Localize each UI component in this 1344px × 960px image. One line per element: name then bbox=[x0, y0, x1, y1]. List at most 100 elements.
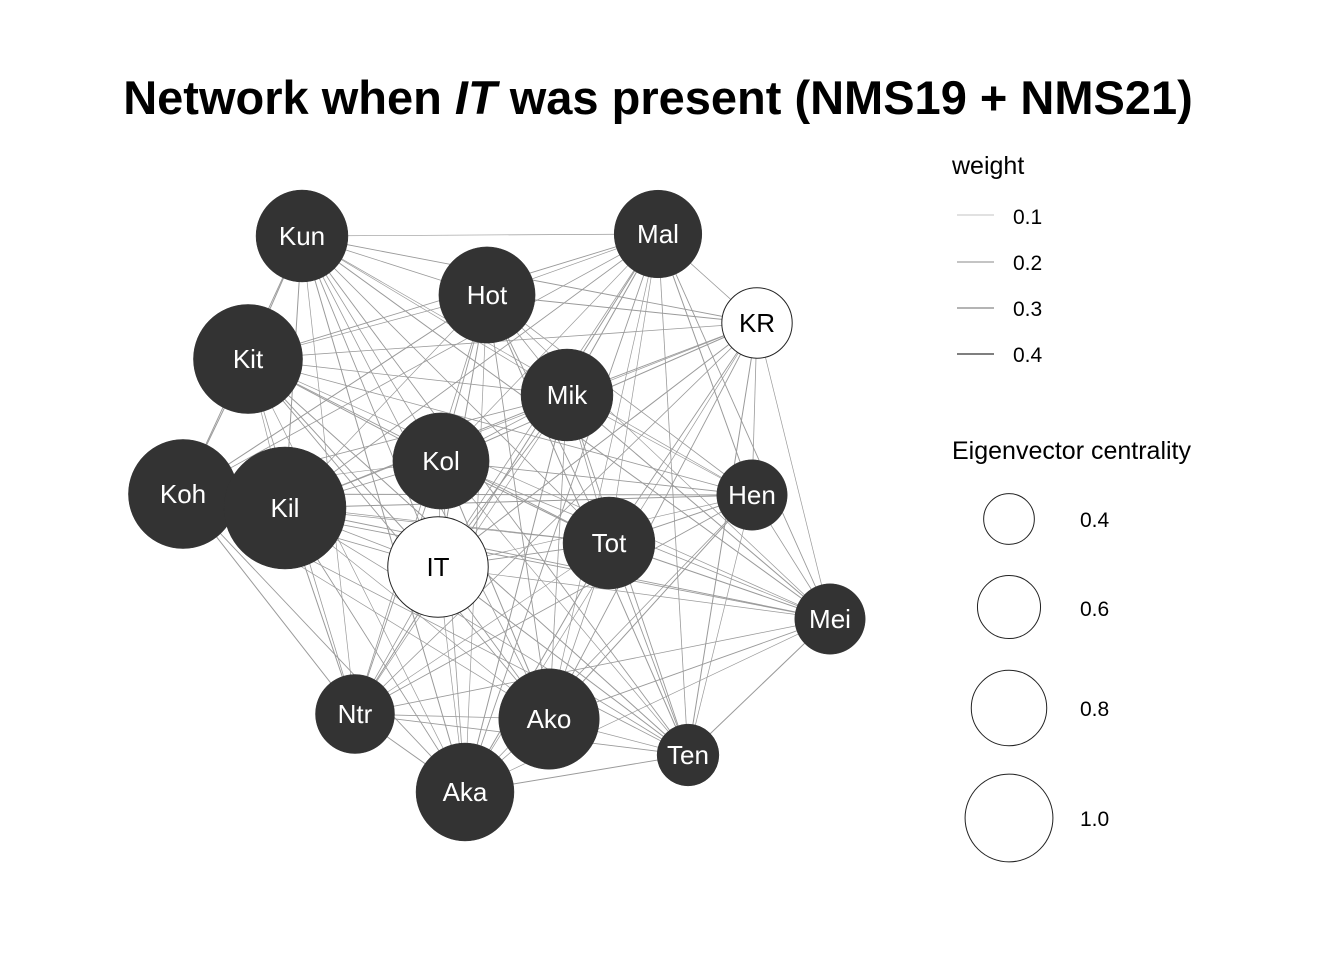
edge-mal-tot bbox=[608, 233, 659, 544]
edge-kr-ako bbox=[548, 322, 758, 720]
centrality-legend-key bbox=[983, 493, 1035, 545]
node-label: Ten bbox=[667, 740, 709, 770]
centrality-legend-label: 0.8 bbox=[1080, 698, 1110, 721]
weight-legend-label: 0.1 bbox=[1013, 206, 1043, 229]
centrality-legend-label: 1.0 bbox=[1080, 808, 1110, 831]
centrality-legend-label: 0.4 bbox=[1080, 509, 1110, 532]
node-circle bbox=[223, 446, 347, 570]
node-circle bbox=[255, 189, 349, 283]
node-circle bbox=[415, 742, 515, 842]
edge-mal-mei bbox=[657, 233, 831, 620]
node-hen[interactable]: Hen bbox=[716, 459, 788, 531]
edge-kun-tot bbox=[301, 235, 610, 544]
edge-kun-it bbox=[301, 235, 439, 568]
edge-kit-aka bbox=[247, 358, 466, 793]
edge-hen-ten bbox=[687, 494, 753, 756]
title-text: Network when bbox=[123, 71, 455, 124]
node-label: Ako bbox=[527, 704, 572, 734]
node-circle bbox=[392, 412, 490, 510]
node-circle bbox=[315, 674, 395, 754]
edge-mal-koh bbox=[182, 233, 659, 495]
node-label: Aka bbox=[443, 777, 488, 807]
centrality-legend-label: 0.6 bbox=[1080, 598, 1110, 621]
node-kun[interactable]: Kun bbox=[255, 189, 349, 283]
node-mik[interactable]: Mik bbox=[520, 348, 614, 442]
node-label: Hot bbox=[467, 280, 508, 310]
node-label: Kol bbox=[422, 446, 460, 476]
node-label: Mik bbox=[547, 380, 588, 410]
node-label: Hen bbox=[728, 480, 776, 510]
node-ten[interactable]: Ten bbox=[656, 723, 720, 787]
weight-legend-label: 0.2 bbox=[1013, 252, 1043, 275]
node-hot[interactable]: Hot bbox=[438, 246, 536, 344]
weight-legend-label: 0.3 bbox=[1013, 298, 1043, 321]
node-circle bbox=[721, 287, 793, 359]
node-koh[interactable]: Koh bbox=[128, 439, 238, 549]
edge-it-ten bbox=[437, 566, 689, 756]
centrality-legend-key bbox=[976, 574, 1042, 640]
edge-kr-kil bbox=[284, 322, 758, 509]
edge-mal-ntr bbox=[354, 233, 659, 715]
node-it[interactable]: IT bbox=[387, 516, 489, 618]
node-circle bbox=[438, 246, 536, 344]
node-label: IT bbox=[426, 552, 449, 582]
node-ntr[interactable]: Ntr bbox=[315, 674, 395, 754]
edge-kil-ten bbox=[284, 507, 689, 756]
edge-kit-hen bbox=[247, 358, 753, 496]
edge-kr-ntr bbox=[354, 322, 758, 715]
edge-mal-kil bbox=[284, 233, 659, 509]
node-mei[interactable]: Mei bbox=[794, 583, 866, 655]
centrality-legend-key bbox=[970, 669, 1048, 747]
edge-mal-ako bbox=[548, 233, 659, 720]
node-kol[interactable]: Kol bbox=[392, 412, 490, 510]
node-label: Kil bbox=[271, 493, 300, 523]
weight-legend-label: 0.4 bbox=[1013, 344, 1043, 367]
edge-kr-it bbox=[437, 322, 758, 568]
node-kil[interactable]: Kil bbox=[223, 446, 347, 570]
node-label: Tot bbox=[592, 528, 627, 558]
edge-mik-aka bbox=[464, 394, 568, 793]
node-label: Mei bbox=[809, 604, 851, 634]
node-kit[interactable]: Kit bbox=[193, 304, 303, 414]
centrality-legend-key bbox=[964, 773, 1054, 863]
centrality-legend-keys bbox=[964, 493, 1054, 863]
node-kr[interactable]: KR bbox=[721, 287, 793, 359]
edge-koh-aka bbox=[182, 493, 466, 793]
node-label: Mal bbox=[637, 219, 679, 249]
node-mal[interactable]: Mal bbox=[613, 189, 703, 279]
edge-kil-mei bbox=[284, 507, 831, 620]
edge-kil-hen bbox=[284, 494, 753, 509]
node-label: Kun bbox=[279, 221, 325, 251]
weight-legend-title: weight bbox=[952, 152, 1025, 180]
node-aka[interactable]: Aka bbox=[415, 742, 515, 842]
title-text-suffix: was present (NMS19 + NMS21) bbox=[496, 71, 1193, 124]
edge-hot-mei bbox=[486, 294, 831, 620]
node-circle bbox=[716, 459, 788, 531]
edge-kr-mei bbox=[756, 322, 831, 620]
edge-kit-mei bbox=[247, 358, 831, 620]
node-circle bbox=[193, 304, 303, 414]
nodes: Kun Mal Hot KR Kit Mik Kol Koh Kil Hen Tot IT Mei Ntr… bbox=[128, 189, 866, 842]
centrality-legend-title: Eigenvector centrality bbox=[952, 437, 1192, 465]
node-circle bbox=[794, 583, 866, 655]
title-italic-text: IT bbox=[454, 71, 497, 124]
edge-kol-aka bbox=[440, 460, 466, 793]
edge-kr-kit bbox=[247, 322, 758, 360]
edge-hot-koh bbox=[182, 294, 488, 495]
edge-hot-hen bbox=[486, 294, 753, 496]
node-circle bbox=[498, 668, 600, 770]
weight-legend-keys bbox=[957, 214, 994, 355]
edge-kr-ten bbox=[687, 322, 758, 756]
edge-kun-mal bbox=[301, 233, 659, 237]
node-label: Kit bbox=[233, 344, 264, 374]
node-circle bbox=[387, 516, 489, 618]
edge-tot-ntr bbox=[354, 542, 610, 715]
edge-hen-ntr bbox=[354, 494, 753, 715]
chart-title: Network when IT was present (NMS19 + NMS… bbox=[0, 70, 1316, 125]
node-tot[interactable]: Tot bbox=[562, 496, 656, 590]
node-label: Ntr bbox=[338, 699, 373, 729]
node-ako[interactable]: Ako bbox=[498, 668, 600, 770]
edge-mei-ntr bbox=[354, 618, 831, 715]
edge-mik-ako bbox=[548, 394, 568, 720]
